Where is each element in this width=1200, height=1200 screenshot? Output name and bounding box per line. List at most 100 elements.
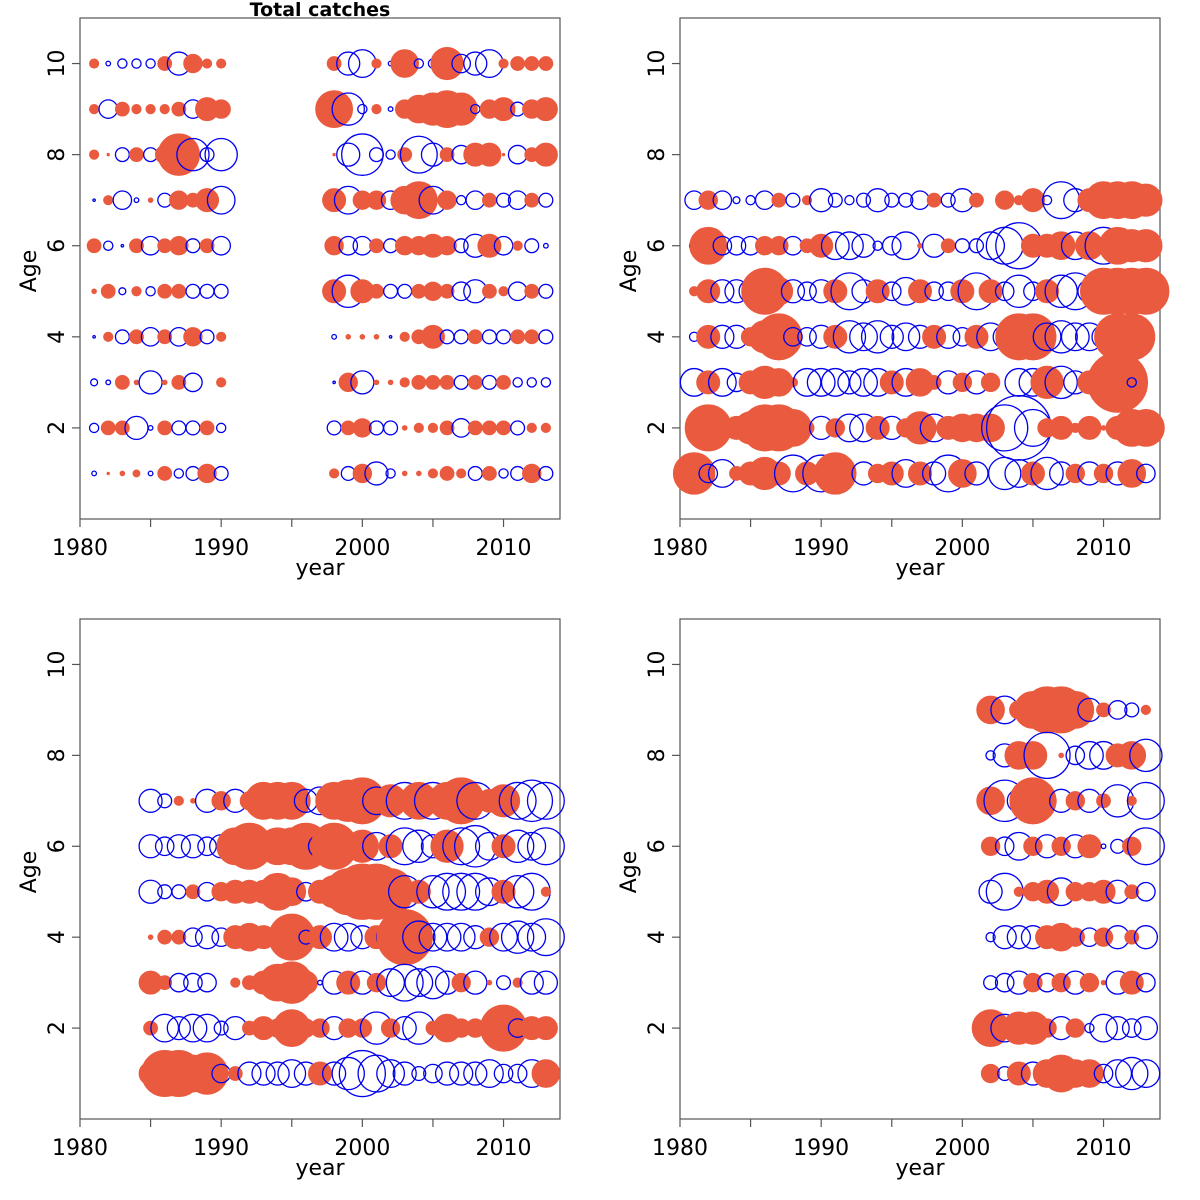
negative-residual-bubble bbox=[512, 377, 523, 388]
negative-residual-bubble bbox=[981, 404, 1029, 452]
negative-residual-bubble bbox=[1030, 456, 1064, 491]
positive-residual-bubble bbox=[1129, 229, 1163, 263]
positive-residual-bubble bbox=[1065, 791, 1085, 811]
negative-residual-bubble bbox=[213, 1020, 229, 1036]
negative-residual-bubble bbox=[498, 781, 537, 820]
negative-residual-bubble bbox=[865, 188, 890, 213]
positive-residual-bubble bbox=[1096, 793, 1111, 809]
negative-residual-bubble bbox=[712, 235, 733, 256]
positive-residual-bubble bbox=[437, 190, 457, 210]
positive-residual-bubble bbox=[1023, 972, 1043, 993]
y-tick-label: 10 bbox=[645, 50, 670, 78]
negative-residual-bubble bbox=[1133, 925, 1159, 950]
positive-residual-bubble bbox=[1051, 836, 1071, 856]
positive-residual-bubble bbox=[1065, 927, 1085, 947]
positive-residual-bubble bbox=[201, 58, 213, 69]
negative-residual-bubble bbox=[197, 836, 217, 857]
positive-residual-bubble bbox=[315, 90, 354, 128]
negative-residual-bubble bbox=[197, 972, 217, 993]
negative-residual-bubble bbox=[507, 190, 528, 211]
negative-residual-bubble bbox=[147, 470, 154, 477]
positive-residual-bubble bbox=[293, 970, 318, 995]
positive-residual-bubble bbox=[157, 56, 173, 71]
negative-residual-bubble bbox=[341, 133, 384, 176]
positive-residual-bubble bbox=[371, 103, 382, 115]
positive-residual-bubble bbox=[86, 238, 102, 254]
negative-residual-bubble bbox=[832, 320, 867, 354]
negative-residual-bubble bbox=[1042, 181, 1081, 220]
positive-residual-bubble bbox=[908, 279, 932, 304]
negative-residual-bubble bbox=[114, 329, 130, 345]
positive-residual-bubble bbox=[100, 420, 116, 436]
positive-residual-bubble bbox=[161, 379, 168, 386]
positive-residual-bubble bbox=[185, 1052, 229, 1095]
negative-residual-bubble bbox=[726, 235, 747, 256]
positive-residual-bubble bbox=[538, 56, 554, 71]
negative-residual-bubble bbox=[336, 142, 361, 167]
positive-residual-bubble bbox=[522, 463, 542, 484]
positive-residual-bubble bbox=[482, 420, 497, 436]
positive-residual-bubble bbox=[310, 1018, 330, 1038]
positive-residual-bubble bbox=[401, 470, 408, 477]
positive-residual-bubble bbox=[512, 240, 523, 251]
positive-residual-bubble bbox=[1018, 741, 1048, 770]
x-tick-label: 2000 bbox=[934, 536, 990, 561]
negative-residual-bubble bbox=[178, 1013, 208, 1043]
y-tick-label: 8 bbox=[645, 148, 670, 162]
positive-residual-bubble bbox=[171, 283, 187, 299]
positive-residual-bubble bbox=[352, 1018, 373, 1038]
positive-residual-bubble bbox=[1100, 979, 1107, 986]
negative-residual-bubble bbox=[481, 329, 497, 345]
chart-panel-4: 1980 1990 2000 2010 2 4 6 8 10 year Age bbox=[617, 618, 1165, 1181]
negative-residual-bubble bbox=[385, 827, 424, 866]
negative-residual-bubble bbox=[1126, 781, 1165, 820]
positive-residual-bubble bbox=[439, 420, 455, 436]
negative-residual-bubble bbox=[213, 465, 229, 482]
positive-residual-bubble bbox=[199, 420, 215, 436]
negative-residual-bubble bbox=[411, 1065, 427, 1082]
positive-residual-bubble bbox=[190, 798, 196, 804]
positive-residual-bubble bbox=[439, 147, 455, 163]
negative-residual-bubble bbox=[455, 194, 467, 206]
negative-residual-bubble bbox=[507, 1063, 528, 1084]
positive-residual-bubble bbox=[524, 283, 540, 299]
negative-residual-bubble bbox=[538, 329, 554, 345]
positive-residual-bubble bbox=[399, 331, 410, 342]
negative-residual-bubble bbox=[185, 283, 201, 299]
negative-residual-bubble bbox=[1093, 1063, 1114, 1084]
negative-residual-bubble bbox=[538, 465, 554, 482]
negative-residual-bubble bbox=[510, 779, 554, 823]
x-tick-label: 2010 bbox=[1076, 536, 1132, 561]
negative-residual-bubble bbox=[519, 970, 544, 995]
positive-residual-bubble bbox=[1122, 836, 1142, 856]
negative-residual-bubble bbox=[849, 322, 878, 352]
negative-residual-bubble bbox=[498, 468, 509, 479]
negative-residual-bubble bbox=[538, 192, 554, 208]
positive-residual-bubble bbox=[332, 152, 336, 157]
x-tick-label: 1990 bbox=[193, 536, 249, 561]
positive-residual-bubble bbox=[696, 324, 721, 349]
positive-residual-bubble bbox=[823, 324, 848, 349]
negative-residual-bubble bbox=[1115, 1056, 1149, 1091]
negative-residual-bubble bbox=[199, 147, 215, 163]
x-tick-label: 2010 bbox=[476, 1136, 532, 1161]
negative-residual-bubble bbox=[891, 231, 921, 261]
negative-residual-bubble bbox=[806, 367, 836, 397]
negative-residual-bubble bbox=[213, 283, 229, 299]
negative-residual-bubble bbox=[451, 281, 472, 302]
negative-residual-bubble bbox=[416, 965, 450, 1000]
negative-residual-bubble bbox=[166, 1015, 191, 1041]
negative-residual-bubble bbox=[707, 367, 737, 397]
positive-residual-bubble bbox=[978, 279, 1003, 304]
positive-residual-bubble bbox=[696, 279, 721, 304]
positive-residual-bubble bbox=[366, 190, 387, 210]
positive-residual-bubble bbox=[1124, 929, 1140, 945]
positive-residual-bubble bbox=[89, 58, 100, 69]
positive-residual-bubble bbox=[326, 56, 342, 71]
x-tick-label: 2000 bbox=[334, 1136, 390, 1161]
positive-residual-bubble bbox=[922, 324, 947, 349]
negative-residual-bubble bbox=[428, 872, 467, 911]
negative-residual-bubble bbox=[114, 147, 130, 163]
negative-residual-bubble bbox=[780, 279, 806, 304]
positive-residual-bubble bbox=[420, 324, 445, 349]
